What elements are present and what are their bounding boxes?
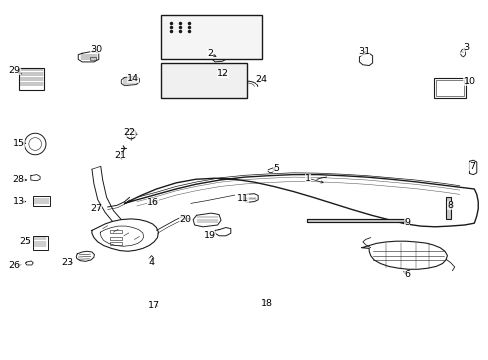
Text: 22: 22 bbox=[123, 128, 135, 137]
Text: 3: 3 bbox=[462, 43, 468, 52]
Text: 25: 25 bbox=[20, 238, 31, 247]
Text: 14: 14 bbox=[127, 74, 139, 83]
Text: 16: 16 bbox=[147, 198, 159, 207]
Bar bbox=[435, 80, 463, 96]
Text: 9: 9 bbox=[404, 218, 409, 227]
Bar bbox=[306, 219, 404, 222]
Text: 8: 8 bbox=[447, 201, 452, 210]
Text: 11: 11 bbox=[237, 194, 248, 202]
Text: 13: 13 bbox=[13, 197, 24, 206]
Text: 26: 26 bbox=[9, 261, 20, 270]
Bar bbox=[161, 63, 246, 98]
Text: 24: 24 bbox=[255, 76, 267, 85]
Text: 19: 19 bbox=[204, 231, 216, 240]
Text: 5: 5 bbox=[273, 164, 279, 173]
Text: 21: 21 bbox=[114, 151, 125, 160]
Bar bbox=[19, 68, 44, 90]
Text: 28: 28 bbox=[13, 175, 24, 184]
Bar bbox=[433, 78, 465, 98]
Bar bbox=[306, 219, 404, 222]
Text: 31: 31 bbox=[358, 46, 369, 55]
Text: 17: 17 bbox=[148, 302, 160, 310]
Bar bbox=[161, 15, 261, 59]
Bar bbox=[33, 196, 50, 206]
Text: 6: 6 bbox=[404, 270, 409, 279]
Text: 1: 1 bbox=[305, 174, 310, 183]
Bar bbox=[110, 230, 122, 233]
Bar bbox=[110, 242, 122, 245]
Bar bbox=[445, 197, 450, 219]
Text: 10: 10 bbox=[463, 77, 474, 85]
Text: 18: 18 bbox=[260, 299, 272, 307]
Text: 27: 27 bbox=[90, 204, 102, 213]
Text: 4: 4 bbox=[148, 258, 154, 267]
Text: 29: 29 bbox=[9, 66, 20, 75]
Bar bbox=[90, 57, 96, 60]
Text: 20: 20 bbox=[179, 215, 190, 224]
Text: 23: 23 bbox=[61, 258, 73, 267]
Bar bbox=[110, 237, 122, 240]
Text: 15: 15 bbox=[13, 139, 24, 148]
Text: 7: 7 bbox=[468, 162, 474, 171]
Bar bbox=[33, 236, 48, 250]
Text: 2: 2 bbox=[207, 49, 213, 58]
Text: 12: 12 bbox=[217, 69, 228, 78]
Text: 30: 30 bbox=[90, 45, 102, 54]
